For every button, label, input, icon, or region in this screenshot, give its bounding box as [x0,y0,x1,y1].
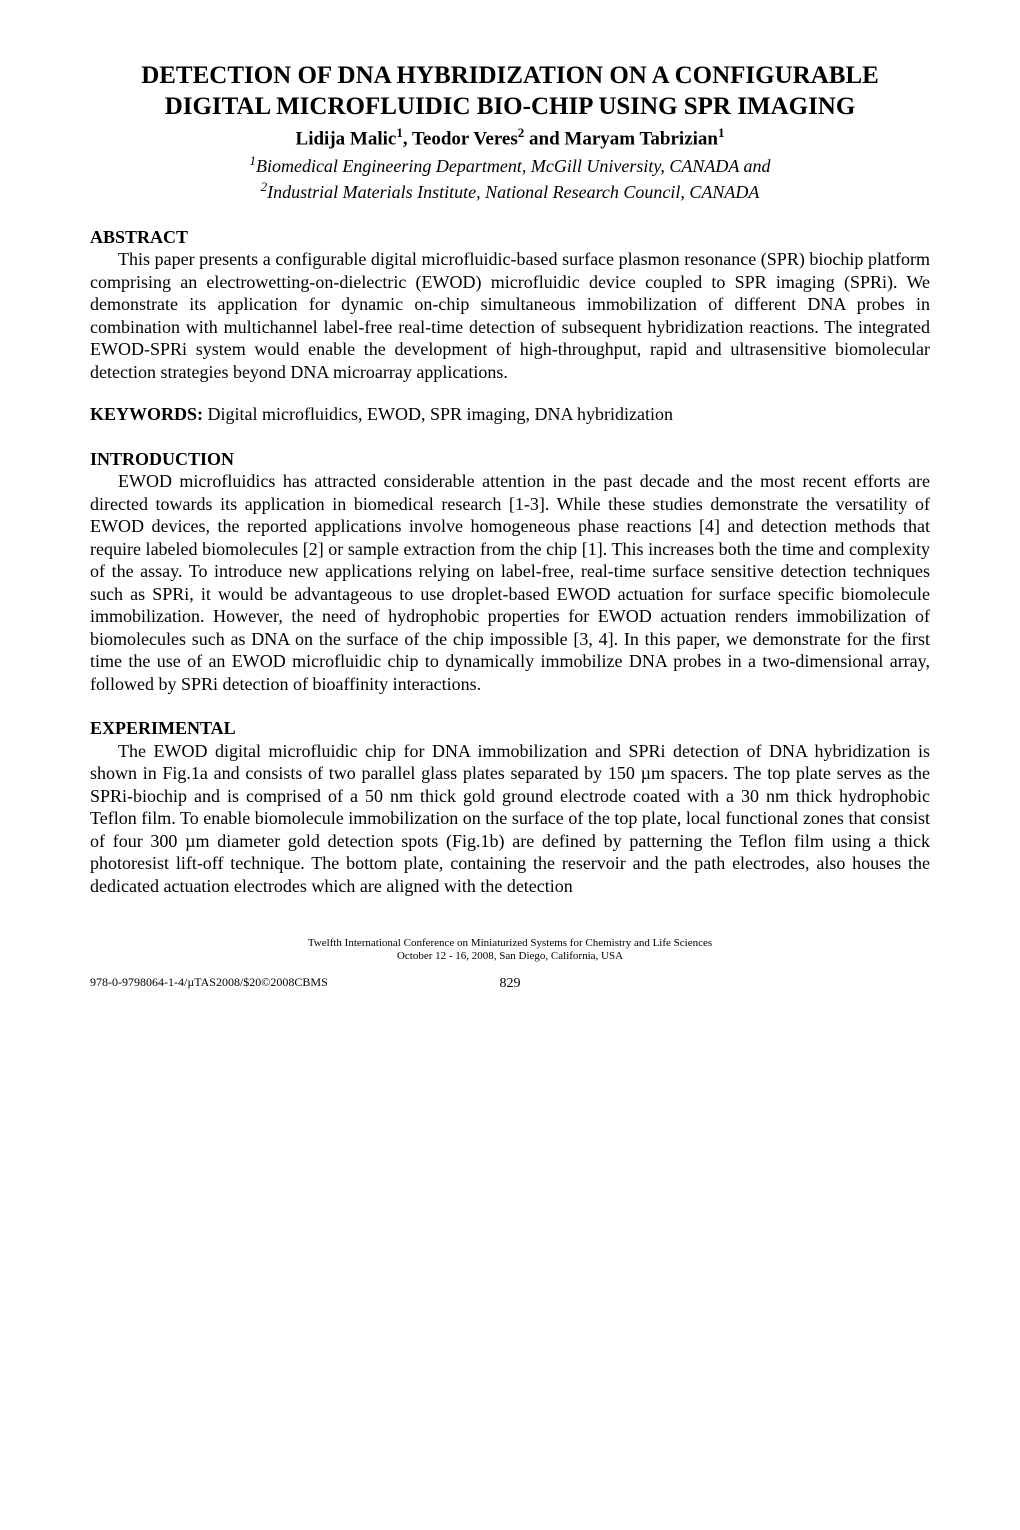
footer-page-number: 829 [426,975,594,993]
footer-conference: Twelfth International Conference on Mini… [90,937,930,963]
paper-authors: Lidija Malic1, Teodor Veres2 and Maryam … [90,125,930,151]
paper-title: DETECTION OF DNA HYBRIDIZATION ON A CONF… [90,60,930,123]
abstract-heading: ABSTRACT [90,226,930,249]
experimental-heading: EXPERIMENTAL [90,717,930,740]
footer-isbn: 978-0-9798064-1-4/µTAS2008/$20©2008CBMS [90,975,426,993]
affiliation-1: 1Biomedical Engineering Department, McGi… [90,153,930,178]
footer-conf-line2: October 12 - 16, 2008, San Diego, Califo… [397,950,623,962]
footer-row: 978-0-9798064-1-4/µTAS2008/$20©2008CBMS … [90,975,930,993]
affiliation-2: 2Industrial Materials Institute, Nationa… [90,179,930,204]
abstract-text: This paper presents a configurable digit… [90,248,930,383]
experimental-text: The EWOD digital microfluidic chip for D… [90,740,930,898]
keywords-text: Digital microfluidics, EWOD, SPR imaging… [203,404,673,424]
keywords-label: KEYWORDS: [90,404,203,424]
footer-right-spacer [594,975,930,993]
footer-conf-line1: Twelfth International Conference on Mini… [308,937,712,949]
keywords-line: KEYWORDS: Digital microfluidics, EWOD, S… [90,403,930,426]
introduction-heading: INTRODUCTION [90,448,930,471]
introduction-text: EWOD microfluidics has attracted conside… [90,470,930,695]
